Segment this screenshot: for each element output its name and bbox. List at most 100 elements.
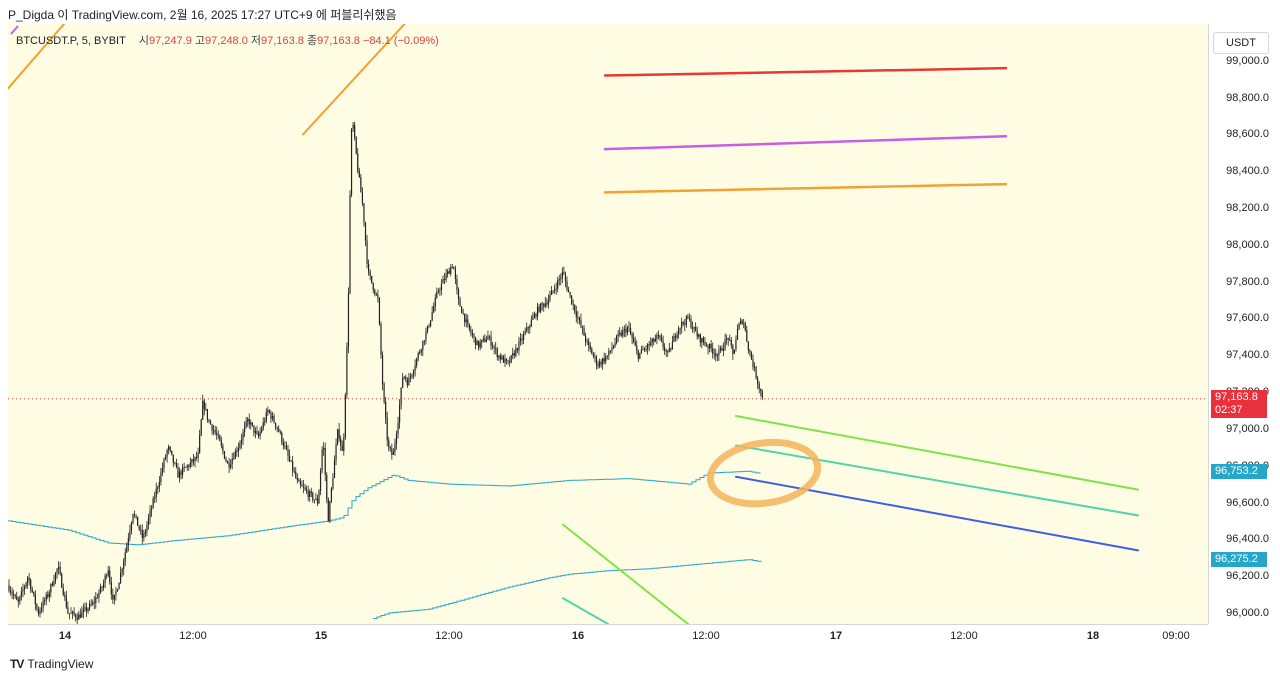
candle-body [223,451,226,459]
candle-body [194,457,196,462]
currency-button[interactable]: USDT [1213,32,1269,54]
candle-body [87,608,89,612]
candle-body [684,323,686,325]
candle-body [347,293,350,347]
candle-body [316,498,319,504]
candle-body [727,338,729,340]
candle-body [113,594,115,600]
candle-body [355,136,357,154]
candle-body [327,499,329,522]
candle-body [388,440,390,448]
candle-body [271,416,274,419]
low-label: 저 [250,35,262,47]
candle-body [374,289,376,295]
candle-body [375,294,377,295]
time-tick: 12:00 [179,630,207,642]
lower-teal-line [562,597,609,624]
time-axis[interactable]: 14 12:00 15 12:00 16 12:00 17 12:00 18 09:00 [8,624,1208,648]
candle-body [555,288,557,290]
candle-body [592,354,594,356]
candle-body [422,340,424,350]
candle-body [381,354,384,385]
candle-body [442,279,444,284]
candle-body [626,327,629,333]
candle-body [563,272,565,275]
candle-body [264,421,266,423]
candle-body [175,463,177,468]
time-tick: 12:00 [435,630,463,642]
candle-body [478,340,480,348]
candle-body [668,348,670,352]
candle-body [377,294,379,299]
candle-body [268,410,270,413]
candle-body [420,349,422,352]
candle-body [544,303,546,307]
resistance-magenta-line [603,135,1008,151]
candle-body [23,586,26,590]
footer-brand[interactable]: TV TradingView [10,657,93,671]
band-line-0 [8,470,761,546]
candle-body [302,486,305,488]
candle-body [566,281,568,290]
candle-body [137,516,139,526]
candle-body [629,328,632,335]
candle-body [248,418,250,425]
candle-body [473,335,475,338]
candle-body [357,153,359,172]
candle-body [237,448,239,452]
candle-body [598,361,601,367]
candle-body [341,445,343,451]
candle-body [691,327,694,329]
candle-body [581,326,584,329]
candle-body [130,522,133,531]
candle-body [611,348,613,351]
candle-body [8,585,10,591]
candle-body [64,594,66,597]
candle-body [468,323,470,330]
candle-body [529,326,531,329]
candle-body [195,457,198,458]
candle-body [533,314,536,318]
candle-body [318,490,320,504]
candle-body [76,617,78,620]
candle-body [48,592,50,597]
candle-body [459,298,461,307]
candle-body [79,614,81,618]
candle-body [9,590,12,593]
candle-body [213,430,215,432]
price-axis[interactable]: 99,000.0 98,800.0 98,600.0 98,400.0 98,200.0… [1208,24,1273,624]
candle-body [206,409,208,420]
candle-body [476,340,478,346]
candle-body [166,449,168,457]
candle-body [333,460,336,479]
chart-area[interactable]: BTCUSDT.P, 5, BYBIT 시97,247.9 고97,248.0 … [8,24,1208,624]
candle-body [707,345,709,349]
candle-body [239,443,241,449]
candle-body [622,330,624,336]
candle-body [549,294,551,301]
candle-body [11,592,13,595]
candle-body [40,608,43,611]
candle-body [510,355,512,363]
candle-body [197,452,199,458]
candle-body [129,530,131,539]
candle-body [109,570,111,582]
candle-body [609,350,611,352]
candle-body [574,304,576,312]
candle-body [679,327,681,329]
candle-body [710,344,712,349]
time-tick: 18 [1086,630,1100,642]
candle-body [233,458,235,460]
candle-body [654,339,656,342]
candle-body [281,432,283,443]
magenta-mark [10,25,19,35]
candle-body [225,458,227,462]
candle-body [595,356,598,365]
candle-body [257,433,260,437]
price-tick: 97,000.0 [1226,422,1269,435]
candle-body [453,267,455,270]
candle-body [696,331,698,337]
price-chart[interactable] [8,24,1208,624]
candle-body [90,603,92,605]
candle-body [653,338,655,342]
